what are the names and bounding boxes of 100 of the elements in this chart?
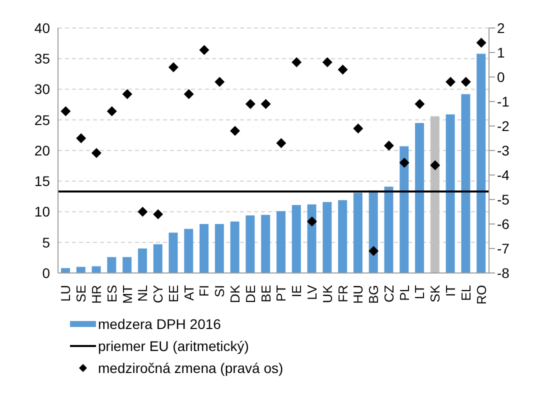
y-tick-label: 35: [34, 50, 50, 67]
x-tick-label: UK: [320, 284, 335, 304]
point: [184, 89, 194, 100]
bar: [61, 268, 70, 273]
bar: [400, 146, 409, 273]
point: [399, 158, 410, 168]
bar: [384, 186, 394, 273]
x-tick-label: HU: [350, 285, 366, 304]
bar: [476, 54, 486, 273]
x-tick-label: CY: [150, 284, 166, 304]
point: [306, 216, 317, 227]
point: [276, 138, 286, 148]
x-tick-label: LU: [58, 285, 74, 302]
y-tick-label: 15: [34, 173, 50, 190]
y2-tick-label: -7: [497, 240, 510, 256]
bar: [430, 116, 440, 273]
x-tick-label: EE: [166, 284, 181, 302]
point: [460, 76, 471, 87]
bar: [307, 204, 316, 273]
x-tick-label: PT: [274, 284, 289, 302]
x-tick-label: SI: [212, 285, 228, 298]
x-tick-label: SE: [74, 284, 89, 302]
y2-tick-label: -1: [497, 93, 510, 110]
x-tick-label: DK: [228, 284, 243, 304]
bar: [230, 222, 240, 273]
x-tick-label: IT: [443, 284, 458, 297]
x-tick-label: HR: [88, 285, 104, 304]
y-tick-label: 25: [34, 112, 50, 128]
x-tick-label: BG: [366, 285, 382, 304]
x-tick-label: LV: [304, 284, 320, 300]
point: [230, 126, 240, 136]
bar: [261, 214, 270, 273]
point: [106, 106, 117, 116]
point: [384, 140, 394, 151]
point: [322, 57, 332, 68]
legend-label: medzera DPH 2016: [98, 316, 221, 332]
point: [260, 98, 271, 109]
bar: [276, 211, 286, 273]
y2-tick-label: 2: [497, 20, 505, 36]
point: [168, 62, 178, 72]
bar: [292, 205, 301, 273]
y-tick-label: 40: [34, 20, 50, 36]
y2-tick-label: -2: [497, 118, 510, 134]
legend-label: priemer EU (aritmetický): [98, 338, 249, 354]
x-tick-label: ES: [104, 284, 120, 302]
y2-tick-label: -5: [497, 191, 510, 208]
bar: [200, 224, 209, 273]
bar: [122, 257, 132, 273]
point: [368, 246, 379, 256]
bar: [246, 215, 255, 273]
bar: [138, 248, 147, 273]
point: [338, 64, 348, 75]
bar: [338, 200, 348, 273]
y-tick-label: 0: [42, 264, 50, 281]
x-tick-label: EL: [458, 285, 474, 301]
x-tick-label: FI: [196, 285, 212, 297]
point: [153, 209, 164, 220]
legend-label: medziročná zmena (pravá os): [98, 360, 284, 376]
y-tick-label: 5: [42, 234, 50, 250]
y2-tick-label: -6: [497, 216, 510, 232]
point: [245, 98, 256, 109]
bar: [461, 94, 470, 273]
point: [91, 148, 102, 158]
bar: [368, 190, 378, 273]
bar: [153, 244, 162, 273]
bar: [446, 114, 455, 273]
x-tick-label: AT: [181, 284, 196, 301]
bar: [184, 228, 194, 273]
y2-tick-label: 0: [497, 68, 505, 85]
y-tick-label: 30: [34, 81, 50, 98]
x-tick-label: PL: [396, 285, 412, 301]
bar: [214, 224, 224, 273]
x-tick-label: LT: [412, 284, 428, 300]
x-tick-label: IE: [289, 284, 304, 298]
x-tick-label: BE: [258, 284, 274, 302]
x-tick-label: FR: [335, 285, 350, 302]
x-tick-label: NL: [135, 285, 150, 302]
point: [214, 76, 225, 87]
bar: [415, 122, 424, 273]
x-tick-label: CZ: [381, 284, 396, 302]
y-tick-label: 20: [34, 142, 50, 158]
bar: [168, 232, 178, 273]
y2-tick-label: -8: [497, 264, 510, 281]
point: [138, 206, 148, 217]
y2-tick-label: -3: [497, 142, 510, 158]
bar: [107, 257, 116, 273]
point: [122, 89, 132, 100]
y2-tick-label: 1: [497, 44, 505, 60]
x-tick-label: DE: [242, 284, 258, 304]
point: [60, 106, 71, 116]
point: [199, 45, 210, 56]
y2-tick-label: -4: [497, 166, 510, 183]
point: [476, 38, 486, 48]
point: [353, 123, 364, 134]
x-tick-label: SK: [428, 284, 443, 302]
point: [76, 133, 86, 144]
x-tick-label: RO: [474, 285, 489, 304]
bar: [322, 202, 332, 273]
bar: [353, 192, 362, 273]
bar: [76, 266, 86, 273]
